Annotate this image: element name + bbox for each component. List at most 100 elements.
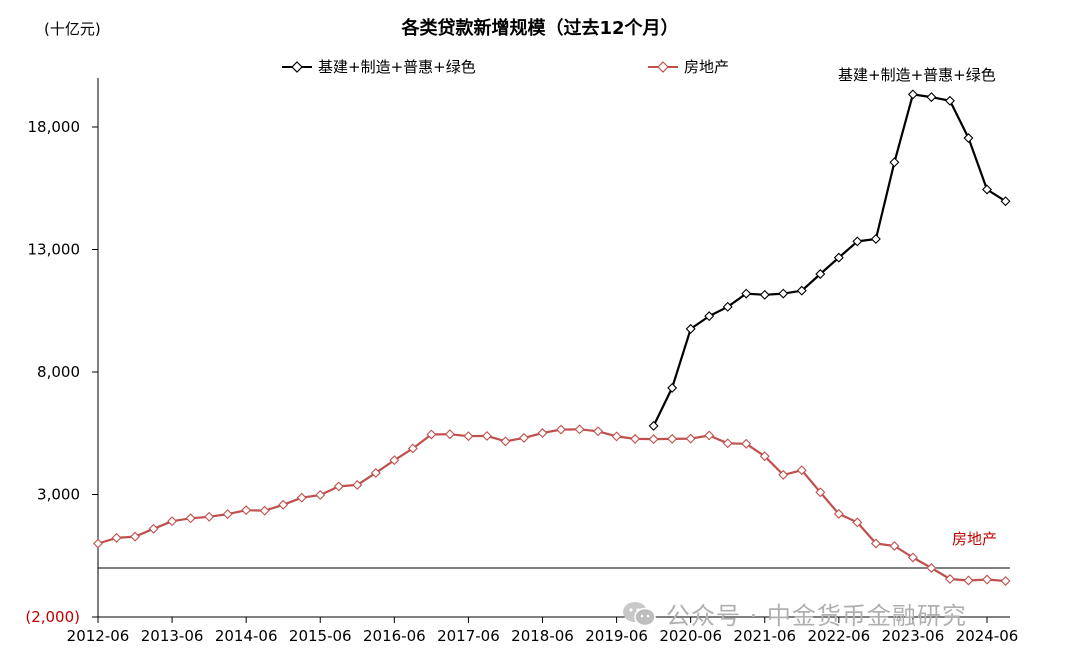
data-point-property xyxy=(852,517,863,528)
data-point-infra xyxy=(963,133,974,144)
data-point-property xyxy=(370,467,381,478)
data-point-property xyxy=(611,431,622,442)
x-tick-label: 2012-06 xyxy=(67,627,130,645)
data-point-property xyxy=(870,538,881,549)
legend-label-property: 房地产 xyxy=(684,58,730,76)
data-point-property xyxy=(574,424,585,435)
x-tick-label: 2019-06 xyxy=(585,627,648,645)
series-property xyxy=(93,424,1011,586)
data-point-property xyxy=(685,433,696,444)
data-point-property xyxy=(778,469,789,480)
x-tick-label: 2021-06 xyxy=(733,627,796,645)
series-line-property xyxy=(97,428,1006,583)
chart-title: 各类贷款新增规模（过去12个月） xyxy=(401,18,679,39)
data-point-infra xyxy=(815,269,826,279)
data-point-infra xyxy=(870,233,881,244)
x-tick-label: 2013-06 xyxy=(141,627,204,645)
data-point-property xyxy=(796,465,807,476)
data-point-infra xyxy=(926,92,937,103)
data-point-property xyxy=(222,509,233,520)
data-point-infra xyxy=(1000,196,1011,207)
data-point-property xyxy=(444,429,455,440)
x-tick-label: 2018-06 xyxy=(511,627,574,645)
data-point-property xyxy=(963,575,974,586)
data-point-infra xyxy=(833,252,844,263)
data-point-infra xyxy=(982,184,992,195)
data-point-infra xyxy=(685,323,696,334)
data-point-property xyxy=(389,455,400,466)
y-tick-label: 13,000 xyxy=(28,241,81,259)
data-point-property xyxy=(296,492,307,503)
data-point-infra xyxy=(907,89,918,100)
data-point-property xyxy=(130,531,141,542)
y-axis-unit-label: (十亿元) xyxy=(44,20,101,38)
y-tick-label: 18,000 xyxy=(28,118,81,136)
series-end-label-infra: 基建+制造+普惠+绿色 xyxy=(838,66,996,84)
data-point-property xyxy=(815,487,826,498)
x-tick-label: 2017-06 xyxy=(437,627,500,645)
data-point-infra xyxy=(704,311,715,322)
y-tick-label: 8,000 xyxy=(37,363,80,381)
legend-item-infra: 基建+制造+普惠+绿色 xyxy=(282,56,476,77)
x-tick-label: 2020-06 xyxy=(659,627,722,645)
x-tick-label: 2014-06 xyxy=(215,627,278,645)
legend-marker-infra xyxy=(282,60,312,73)
data-point-property xyxy=(741,438,752,449)
data-point-infra xyxy=(759,289,770,300)
legend-marker-property xyxy=(648,60,678,73)
data-point-infra xyxy=(796,285,807,296)
data-point-property xyxy=(704,430,715,441)
data-point-property xyxy=(407,443,418,454)
y-tick-label: 3,000 xyxy=(37,486,80,504)
x-tick-label: 2022-06 xyxy=(807,627,870,645)
data-point-infra xyxy=(852,236,863,247)
series-infra xyxy=(648,89,1011,431)
watermark: 公众号 · 中金货币金融研究 xyxy=(622,596,967,631)
y-tick-label: (2,000) xyxy=(25,608,80,626)
data-point-property xyxy=(185,513,196,524)
data-point-property xyxy=(481,430,492,441)
data-point-property xyxy=(241,505,252,516)
data-point-infra xyxy=(667,382,678,393)
data-point-property xyxy=(148,523,159,534)
watermark-text: 公众号 · 中金货币金融研究 xyxy=(666,602,967,630)
data-point-property xyxy=(667,433,678,444)
wechat-icon xyxy=(622,601,656,627)
data-point-infra xyxy=(944,95,955,106)
series-end-label-property: 房地产 xyxy=(952,530,998,548)
data-point-property xyxy=(463,431,474,442)
data-point-property xyxy=(944,574,955,585)
data-point-property xyxy=(537,428,548,438)
data-point-property xyxy=(315,490,326,500)
data-point-infra xyxy=(722,301,733,312)
data-point-property xyxy=(907,552,918,563)
data-point-property xyxy=(648,434,659,445)
data-point-property xyxy=(556,424,566,435)
data-point-property xyxy=(111,532,122,543)
data-point-infra xyxy=(648,420,659,431)
data-point-property xyxy=(426,429,437,440)
data-point-property xyxy=(833,508,844,519)
series-line-infra xyxy=(652,93,1007,427)
data-point-property xyxy=(333,481,344,492)
data-point-property xyxy=(278,499,289,510)
data-point-property xyxy=(204,511,215,522)
legend-item-property: 房地产 xyxy=(648,56,729,77)
data-point-property xyxy=(500,436,511,447)
data-point-property xyxy=(1000,576,1011,586)
x-tick-label: 2015-06 xyxy=(289,627,352,645)
data-point-infra xyxy=(889,157,900,168)
data-point-property xyxy=(93,538,103,549)
x-tick-label: 2023-06 xyxy=(882,627,945,645)
data-point-infra xyxy=(741,288,752,299)
data-point-property xyxy=(759,451,770,462)
chart-axes: (2,000) 3,000 8,000 13,000 18,000 2012-06 2013… xyxy=(25,78,1018,645)
data-point-property xyxy=(167,516,178,527)
legend-label-infra: 基建+制造+普惠+绿色 xyxy=(318,58,476,76)
data-point-property xyxy=(722,438,733,449)
chart-series xyxy=(93,89,1011,586)
data-point-property xyxy=(519,432,529,443)
data-point-property xyxy=(630,433,641,444)
data-point-property xyxy=(593,426,604,437)
